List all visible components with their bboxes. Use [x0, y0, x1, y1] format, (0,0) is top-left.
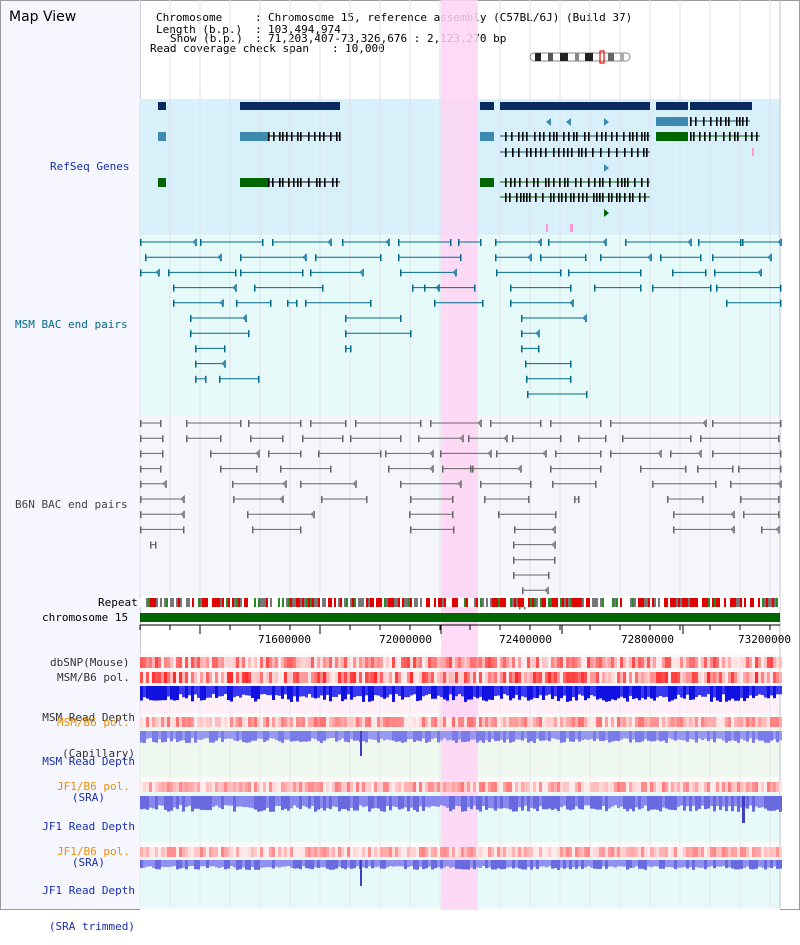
repeat-track[interactable] [140, 598, 780, 607]
axis-tick-73200000: 73200000 [738, 633, 791, 646]
chromosome-label: Chromosome [156, 11, 223, 24]
axis-tick-72400000: 72400000 [499, 633, 552, 646]
coverage-value: 10,000 [345, 42, 385, 55]
dbsnp-label: dbSNP(Mouse) [50, 656, 130, 669]
repeat-label: Repeat [98, 596, 138, 609]
chromosome-track-label: chromosome 15 [42, 611, 129, 624]
b6n-bac-end-pairs[interactable] [140, 419, 782, 610]
jf1-b6-pol-label: JF1/B6 pol. [57, 780, 130, 793]
refseq-label: RefSeq Genes [50, 160, 130, 173]
msm-depth-capillary-label: MSM Read Depth (Capillary) [42, 711, 135, 760]
track-label-column [1, 1, 141, 909]
coordinate-axis [139, 624, 780, 634]
show-label: Show (b.p.) [170, 32, 243, 45]
selection-highlight[interactable] [441, 0, 478, 910]
msm-depth-sra-label: MSM Read Depth (SRA) [42, 755, 135, 804]
genome-map-canvas [139, 0, 782, 910]
axis-tick-71600000: 71600000 [258, 633, 311, 646]
jf1-depth-sra-label: JF1 Read Depth (SRA) [42, 820, 135, 869]
length-label: Length (b.p.) [156, 23, 243, 36]
chromosome-bar[interactable] [140, 613, 780, 622]
jf1-b6-pol-2-label: JF1/B6 pol. [57, 845, 130, 858]
length-value: 103,494,974 [268, 23, 341, 36]
map-view-title: Map View [9, 9, 77, 25]
msm-b6-pol-2-label: MSM/B6 pol. [57, 716, 130, 729]
b6n-bac-label: B6N BAC end pairs [15, 498, 128, 511]
coverage-label: Read coverage check span [150, 42, 309, 55]
msm-bac-label: MSM BAC end pairs [15, 318, 128, 331]
axis-tick-72000000: 72000000 [379, 633, 432, 646]
read-depth-tracks[interactable] [140, 686, 782, 886]
msm-bac-end-pairs[interactable] [140, 238, 782, 398]
msm-b6-pol-label: MSM/B6 pol. [57, 671, 130, 684]
refseq-genes[interactable] [158, 102, 760, 232]
axis-tick-72800000: 72800000 [621, 633, 674, 646]
chromosome-ideogram[interactable] [529, 50, 631, 64]
refseq-exons [268, 117, 758, 202]
polymorphism-heat-tracks[interactable] [140, 657, 782, 857]
